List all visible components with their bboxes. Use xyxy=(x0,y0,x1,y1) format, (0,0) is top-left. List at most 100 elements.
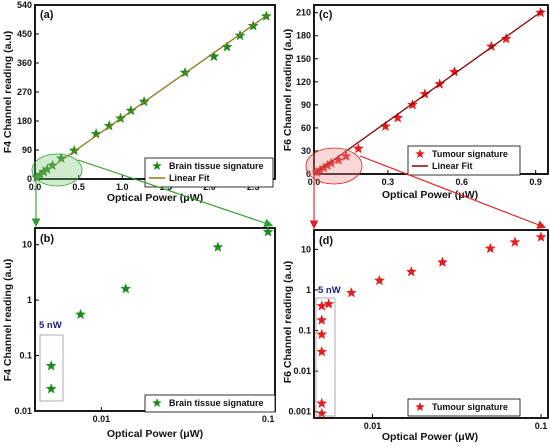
data-point-star xyxy=(45,360,57,371)
data-point-star xyxy=(484,242,496,254)
zoom-arrow-right xyxy=(77,159,274,228)
zoom-region-green xyxy=(31,153,83,187)
legend-star-swatch xyxy=(415,149,425,159)
legend-box xyxy=(144,394,276,413)
data-point-star xyxy=(262,226,274,237)
y-tick-label: 120 xyxy=(296,77,311,87)
legend-entry: Brain tissue signature xyxy=(169,161,264,171)
legend-box xyxy=(407,398,521,417)
zoom-arrow-right xyxy=(359,155,547,229)
highlight-box xyxy=(39,334,64,402)
data-point-star xyxy=(316,300,328,311)
data-point-star xyxy=(500,33,512,44)
legend-box xyxy=(144,157,274,188)
x-tick-label: 0.1 xyxy=(262,414,275,424)
y-tick-label: 540 xyxy=(17,0,32,10)
data-point-star xyxy=(323,298,335,309)
y-tick-label: 150 xyxy=(296,54,311,64)
data-point-star xyxy=(345,287,357,298)
legend-entry: Tumour signature xyxy=(432,149,508,159)
x-axis-title: Optical Power (μW) xyxy=(382,189,478,201)
y-tick-label: 0 xyxy=(27,174,32,184)
zoom-connectors xyxy=(31,147,547,230)
legend-star-swatch xyxy=(152,161,162,171)
legend-entry: Linear Fit xyxy=(432,161,473,171)
x-tick-label: 0.5 xyxy=(72,182,85,192)
y-tick-label: 180 xyxy=(296,31,311,41)
x-tick-label: 0.1 xyxy=(535,421,548,431)
y-tick-label: 210 xyxy=(296,8,311,18)
data-point-star xyxy=(120,283,132,294)
panel-c: 0.00.30.60.90306090120150180210Optical P… xyxy=(282,4,549,201)
y-axis-title: F6 Channel reading (a.u) xyxy=(282,261,294,384)
y-axis-title: F6 Channel reading (a.u) xyxy=(282,29,294,152)
data-point-star xyxy=(509,236,521,247)
y-tick-label: 0.01 xyxy=(14,406,32,416)
panel-label: (b) xyxy=(40,233,54,245)
y-tick-label: 90 xyxy=(301,100,311,110)
x-axis-title: Optical Power (μW) xyxy=(107,428,203,440)
legend-entry: Linear Fit xyxy=(169,173,210,183)
data-point-star xyxy=(212,241,224,252)
y-tick-label: 1 xyxy=(27,295,32,305)
legend-star-swatch xyxy=(415,402,425,412)
zoom-region-red xyxy=(305,147,363,185)
data-point-star xyxy=(352,142,364,154)
data-point-star xyxy=(405,266,417,277)
x-axis-title: Optical Power (μW) xyxy=(382,431,478,443)
y-axis-title: F4 Channel reading (a.u) xyxy=(2,31,14,154)
plot-frame xyxy=(313,229,549,419)
x-tick-label: 0.9 xyxy=(529,177,542,187)
y-tick-label: 10 xyxy=(22,240,32,250)
linear-fit-line xyxy=(313,9,544,175)
y-axis-title: F4 Channel reading (a.u) xyxy=(2,259,14,382)
annotation-5nw: 5 nW xyxy=(39,320,62,331)
panel-d: 0.01 0.1 0.001 0.01 0.1 1 10 Optical Power (μW)… xyxy=(282,229,549,443)
y-tick-label: 0.1 xyxy=(298,326,311,336)
y-tick-label: 0.1 xyxy=(19,351,32,361)
y-tick-label: 450 xyxy=(17,29,32,39)
y-tick-label: 180 xyxy=(17,116,32,126)
x-tick-label: 0.01 xyxy=(93,414,111,424)
y-tick-label: 30 xyxy=(301,146,311,156)
y-tick-label: 90 xyxy=(22,145,32,155)
linear-fit-line xyxy=(34,13,270,180)
data-point-star xyxy=(45,383,57,394)
data-point-star xyxy=(316,345,328,357)
y-tick-label: 0.01 xyxy=(293,366,311,376)
y-tick-label: 10 xyxy=(301,244,311,254)
data-point-star xyxy=(316,314,328,325)
data-point-star xyxy=(75,308,87,320)
data-point-star xyxy=(340,150,352,162)
annotation-5nw: 5 nW xyxy=(318,285,341,296)
x-tick-label: 1.0 xyxy=(116,182,129,192)
y-tick-label: 270 xyxy=(17,87,32,97)
x-axis-title: Optical Power (μW) xyxy=(107,192,203,204)
y-tick-label: 1 xyxy=(306,285,311,295)
panel-label: (d) xyxy=(319,235,333,247)
data-point-star xyxy=(316,397,328,409)
data-point-star xyxy=(373,274,385,286)
y-tick-label: 60 xyxy=(301,123,311,133)
x-tick-label: 0.01 xyxy=(364,421,382,431)
data-point-star xyxy=(535,231,547,242)
legend-box xyxy=(407,145,521,176)
plot-frame xyxy=(34,227,276,412)
x-tick-label: 0.6 xyxy=(456,177,469,187)
data-point-star xyxy=(379,120,391,132)
y-tick-label: 360 xyxy=(17,58,32,68)
panel-label: (c) xyxy=(319,9,333,21)
highlight-box xyxy=(315,297,336,417)
legend-entry: Tumour signature xyxy=(432,402,508,412)
data-point-star xyxy=(325,157,337,168)
data-point-star xyxy=(316,328,328,340)
legend-star-swatch xyxy=(152,398,162,408)
data-point-star xyxy=(436,256,448,267)
panel-a: 0.00.51.01.52.02.5090180270360450540Opti… xyxy=(2,0,276,204)
data-point-star xyxy=(221,41,233,52)
x-tick-label: 0.3 xyxy=(382,177,395,187)
panel-label: (a) xyxy=(40,9,54,21)
y-tick-label: 0.001 xyxy=(288,407,311,417)
legend-entry: Brain tissue signature xyxy=(169,398,264,408)
